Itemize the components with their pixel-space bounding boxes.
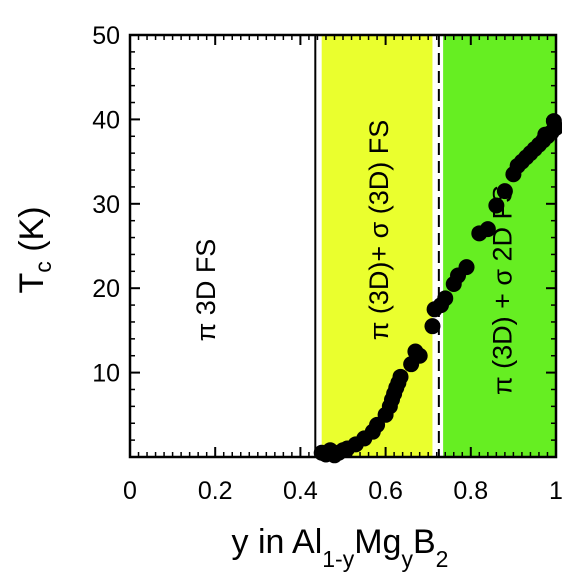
- region-label-left: π 3D FS: [191, 239, 221, 342]
- tick-marks: [129, 34, 557, 458]
- region-labels: π 3D FS π (3D)+ σ (3D) FS π (3D) + σ 2D FS: [191, 120, 517, 395]
- y-tick-label: 50: [92, 22, 120, 50]
- x-tick-label: 1: [549, 477, 562, 505]
- data-point: [479, 221, 496, 238]
- data-point: [545, 113, 562, 130]
- data-point: [458, 259, 475, 276]
- y-axis-label-sub: c: [30, 261, 56, 273]
- data-point: [488, 197, 505, 214]
- y-axis-label-rest: (K): [13, 206, 51, 261]
- y-axis-label: Tc (K): [13, 206, 56, 293]
- x-tick-label: 0: [123, 477, 137, 505]
- y-tick-label: 20: [92, 275, 120, 303]
- x-tick-label: 0.8: [453, 477, 488, 505]
- y-tick-label: 40: [92, 106, 120, 134]
- region-label-middle: π (3D)+ σ (3D) FS: [364, 120, 394, 341]
- data-point: [437, 290, 454, 307]
- x-tick-label: 0.4: [283, 477, 318, 505]
- y-tick-label: 30: [92, 191, 120, 219]
- region-fill-2: [443, 35, 556, 457]
- x-axis-label-s3: 2: [436, 546, 449, 572]
- region-fills: [321, 35, 556, 457]
- data-point: [392, 368, 409, 385]
- boundary-lines: [314, 35, 440, 457]
- x-axis-label: y in Al1-yMgyB2: [232, 523, 449, 572]
- x-axis-label-p2: Mg: [354, 523, 401, 561]
- x-axis-label-p3: B: [413, 523, 436, 561]
- data-point: [411, 347, 428, 364]
- data-point: [424, 318, 441, 335]
- x-axis-label-s1: 1-y: [322, 546, 354, 572]
- data-point: [496, 183, 513, 200]
- data-point: [537, 126, 554, 143]
- tick-labels: 10 20 30 40 50 0 0.2 0.4 0.6 0.8 1: [92, 22, 562, 505]
- region-label-right: π (3D) + σ 2D FS: [487, 185, 517, 395]
- x-tick-label: 0.2: [198, 477, 233, 505]
- y-axis-label-main: T: [13, 273, 51, 294]
- y-tick-label: 10: [92, 360, 120, 388]
- x-axis-label-s2: y: [401, 546, 413, 572]
- region-fill-1: [321, 35, 433, 457]
- x-tick-label: 0.6: [368, 477, 403, 505]
- x-axis-label-p1: y in Al: [232, 523, 323, 561]
